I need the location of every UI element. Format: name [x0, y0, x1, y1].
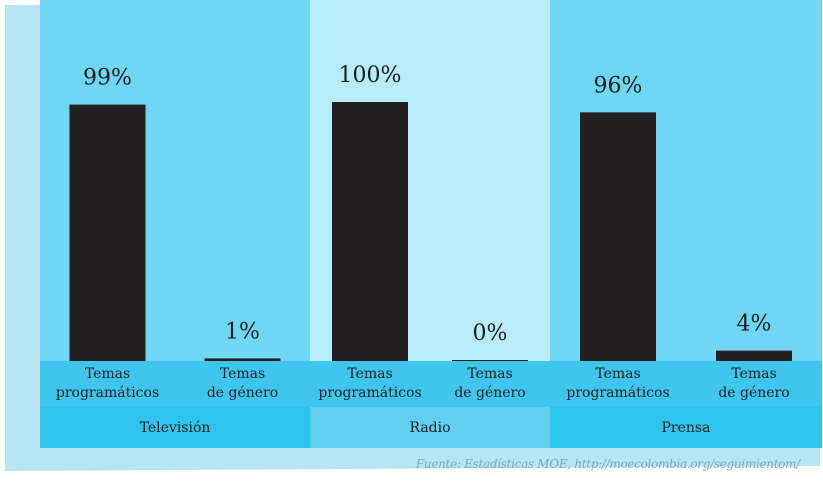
group-label: Prensa — [662, 420, 711, 436]
bar — [204, 358, 281, 361]
data-label: 100% — [339, 63, 402, 88]
data-label: 1% — [225, 319, 260, 344]
group-label-row — [310, 407, 550, 448]
group-label-row — [550, 407, 822, 448]
category-label-line1: Temas — [595, 366, 640, 382]
category-label-line1: Temas — [85, 366, 130, 382]
bar — [716, 350, 792, 361]
category-label-line2: programáticos — [566, 385, 669, 401]
group-label: Radio — [409, 420, 450, 436]
group-label: Televisión — [140, 420, 211, 436]
source-note: Fuente: Estadísticas MOE, http://moecolo… — [415, 457, 800, 471]
group-label-row — [40, 407, 310, 448]
category-label-row — [550, 361, 822, 407]
data-label: 0% — [473, 321, 508, 346]
category-label-line2: de género — [718, 385, 789, 401]
category-label-line2: programáticos — [318, 385, 421, 401]
bar — [580, 112, 656, 361]
data-label: 96% — [594, 73, 643, 98]
category-label-row — [40, 361, 310, 407]
category-label-line2: programáticos — [56, 385, 159, 401]
category-label-line1: Temas — [731, 366, 776, 382]
category-label-line1: Temas — [220, 366, 265, 382]
bar — [69, 104, 146, 361]
category-label-row — [310, 361, 550, 407]
data-label: 99% — [83, 66, 132, 91]
category-label-line2: de género — [454, 385, 525, 401]
category-label-line1: Temas — [467, 366, 512, 382]
category-label-line2: de género — [207, 385, 278, 401]
bar — [452, 360, 528, 361]
data-label: 4% — [737, 312, 772, 337]
category-label-line1: Temas — [347, 366, 392, 382]
bar — [332, 102, 408, 361]
